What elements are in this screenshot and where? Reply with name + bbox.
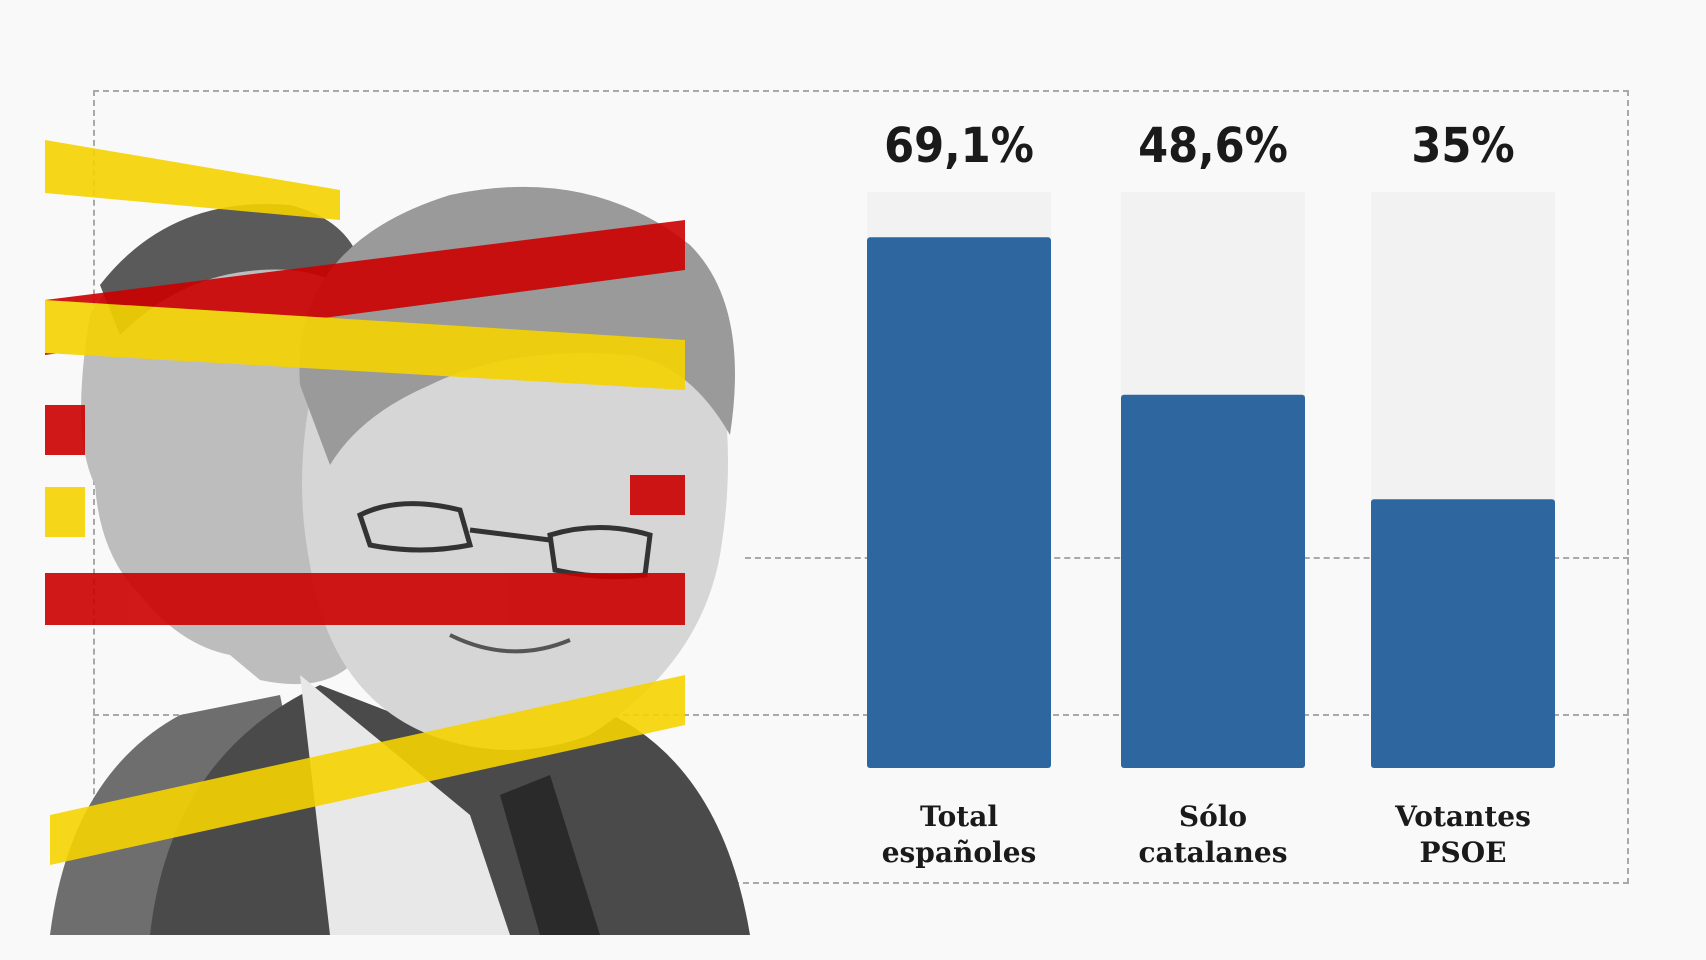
bar-1 xyxy=(867,237,1051,768)
flag-stripes-icon xyxy=(45,140,685,865)
gridline-low xyxy=(93,714,1629,716)
bar-2 xyxy=(1121,394,1305,768)
category-label: Votantes PSOE xyxy=(1394,800,1531,869)
value-label: 69,1% xyxy=(884,118,1034,174)
portrait-collage-icon xyxy=(45,140,750,935)
value-label: 48,6% xyxy=(1138,118,1288,174)
value-label: 35% xyxy=(1411,118,1514,174)
chart-frame xyxy=(93,90,1629,884)
category-label: Total españoles xyxy=(882,800,1037,869)
bar-3 xyxy=(1371,499,1555,768)
category-label: Sólo catalanes xyxy=(1139,800,1288,869)
